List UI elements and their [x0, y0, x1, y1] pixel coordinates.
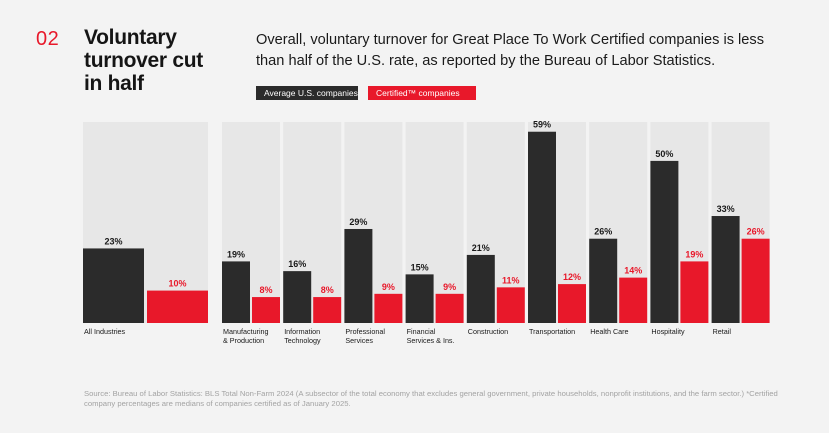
- category-label: Hospitality: [651, 327, 685, 336]
- data-label-average: 33%: [717, 204, 735, 214]
- category-label: Manufacturing & Production: [223, 327, 269, 345]
- bar-certified: [680, 261, 709, 323]
- data-label-certified: 26%: [747, 227, 765, 237]
- category-label: Construction: [468, 327, 508, 336]
- bar-certified: [741, 238, 770, 323]
- category-label: Financial Services & Ins.: [407, 327, 455, 345]
- bar-average: [222, 261, 250, 323]
- data-label-certified: 9%: [382, 282, 395, 292]
- bar-certified: [313, 297, 342, 323]
- bar-average: [589, 238, 618, 323]
- bar-average: [405, 274, 434, 323]
- legend-average-us: Average U.S. companies: [256, 86, 358, 100]
- bar-average: [466, 254, 495, 323]
- data-label-average: 59%: [533, 120, 551, 130]
- bar-certified: [619, 277, 648, 323]
- category-label: Transportation: [529, 327, 575, 336]
- bar-certified: [374, 293, 403, 323]
- data-label-certified: 10%: [168, 279, 186, 289]
- section-number: 02: [36, 28, 60, 50]
- data-label-average: 23%: [104, 236, 122, 246]
- bar-certified: [558, 284, 586, 323]
- bar-certified: [496, 287, 525, 323]
- bar-average: [711, 216, 740, 323]
- legend-certified: Certified™ companies: [368, 86, 476, 100]
- bar-average: [344, 228, 373, 323]
- intro-text: Overall, voluntary turnover for Great Pl…: [256, 32, 765, 69]
- bar-certified: [435, 293, 464, 323]
- bar-certified: [147, 290, 208, 323]
- category-label: Health Care: [590, 327, 628, 336]
- data-label-certified: 8%: [259, 285, 272, 295]
- data-label-average: 15%: [411, 262, 429, 272]
- bar-average: [83, 248, 144, 323]
- page-title: Voluntary turnover cut in half: [84, 26, 203, 95]
- bar-average: [650, 160, 679, 323]
- bar-average: [283, 271, 312, 323]
- data-label-average: 26%: [594, 227, 612, 237]
- data-label-average: 50%: [655, 149, 673, 159]
- data-label-certified: 11%: [502, 275, 520, 285]
- category-label: Retail: [713, 327, 732, 336]
- data-label-average: 21%: [472, 243, 490, 253]
- data-label-certified: 12%: [563, 272, 581, 282]
- data-label-certified: 9%: [443, 282, 456, 292]
- bar-certified: [252, 297, 280, 323]
- data-label-certified: 19%: [685, 249, 703, 259]
- chart-legend: Average U.S. companies Certified™ compan…: [256, 86, 476, 100]
- source-footnote: Source: Bureau of Labor Statistics: BLS …: [84, 389, 778, 408]
- data-label-certified: 8%: [321, 285, 334, 295]
- category-label: All Industries: [84, 327, 126, 336]
- data-label-average: 19%: [227, 249, 245, 259]
- category-label: Information Technology: [284, 327, 321, 345]
- data-label-certified: 14%: [624, 266, 642, 276]
- category-label: Professional Services: [345, 327, 385, 345]
- data-label-average: 16%: [288, 259, 306, 269]
- data-label-average: 29%: [349, 217, 367, 227]
- bar-average: [528, 131, 556, 323]
